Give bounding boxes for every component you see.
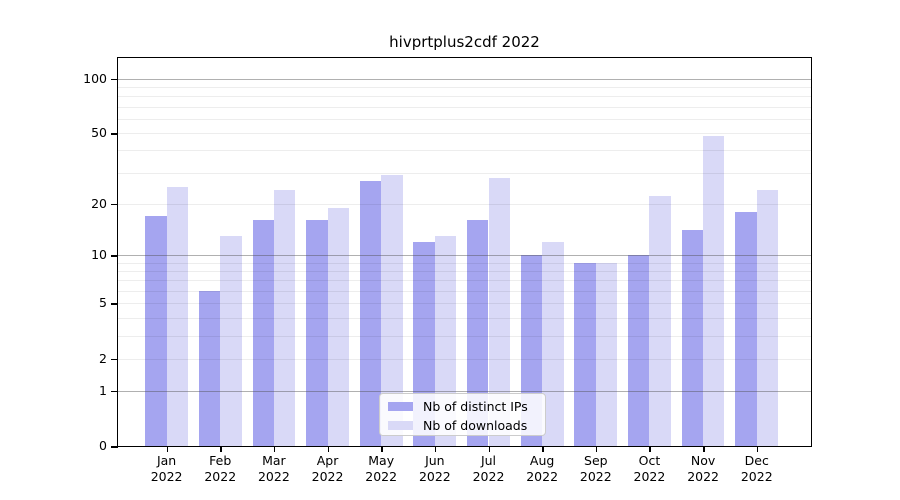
x-tick-sep xyxy=(595,446,598,452)
x-tick-label-sep: Sep 2022 xyxy=(579,453,612,484)
minor-gridline-7 xyxy=(118,280,811,282)
y-tick-label-0: 0 xyxy=(99,438,107,453)
minor-gridline-50 xyxy=(118,133,811,134)
x-tick-label-apr: Apr 2022 xyxy=(311,453,344,484)
minor-gridline-8 xyxy=(118,271,811,273)
minor-gridline-30 xyxy=(118,172,811,174)
legend: Nb of distinct IPs Nb of downloads xyxy=(379,393,546,436)
major-gridline-100 xyxy=(118,78,811,80)
x-tick-nov xyxy=(703,446,705,452)
minor-gridline-3 xyxy=(118,335,811,337)
bar-distinct-ips-apr xyxy=(306,220,328,446)
bar-downloads-mar xyxy=(273,189,296,446)
y-tick-label-100: 100 xyxy=(83,70,107,86)
distinct-ips-swatch xyxy=(388,402,413,411)
y-tick-label-20: 20 xyxy=(91,195,107,211)
gridlines-layer xyxy=(118,58,811,446)
bar-distinct-ips-feb xyxy=(198,291,221,446)
y-tick-20 xyxy=(111,203,118,206)
x-tick-label-mar: Mar 2022 xyxy=(257,453,290,484)
bar-distinct-ips-oct xyxy=(628,255,650,446)
minor-gridline-2 xyxy=(118,358,811,360)
x-tick-label-jun: Jun 2022 xyxy=(418,453,451,484)
bar-downloads-aug xyxy=(542,241,564,446)
x-tick-label-nov: Nov 2022 xyxy=(687,453,719,484)
x-tick-label-aug: Aug 2022 xyxy=(526,453,559,484)
bar-downloads-dec xyxy=(756,189,779,446)
minor-gridline-90 xyxy=(118,86,811,88)
minor-gridline-80 xyxy=(118,96,811,98)
major-gridline-1 xyxy=(118,390,811,392)
y-tick-5 xyxy=(111,303,118,305)
x-tick-may xyxy=(381,446,383,452)
y-tick-10 xyxy=(111,255,118,257)
bar-downloads-nov xyxy=(703,136,725,446)
chart-title: hivprtplus2cdf 2022 xyxy=(389,33,540,51)
bar-distinct-ips-may xyxy=(359,180,382,446)
minor-gridline-4 xyxy=(118,317,811,319)
bar-downloads-oct xyxy=(649,196,671,446)
minor-gridline-6 xyxy=(118,291,811,293)
x-tick-label-feb: Feb 2022 xyxy=(204,453,237,484)
bars-layer xyxy=(118,58,811,446)
y-tick-label-5: 5 xyxy=(99,295,107,311)
x-tick-label-oct: Oct 2022 xyxy=(633,453,666,484)
minor-gridline-5 xyxy=(118,303,811,305)
y-tick-100 xyxy=(111,78,118,81)
y-tick-0 xyxy=(111,446,118,448)
bar-downloads-may xyxy=(381,175,403,446)
legend-item-downloads: Nb of downloads xyxy=(388,416,545,435)
minor-gridline-40 xyxy=(118,150,811,152)
bar-distinct-ips-jul xyxy=(467,220,489,446)
y-tick-2 xyxy=(111,358,118,361)
x-tick-aug xyxy=(542,446,544,452)
bar-distinct-ips-dec xyxy=(735,211,757,446)
y-tick-label-2: 2 xyxy=(99,350,107,366)
bar-distinct-ips-jan xyxy=(145,215,167,446)
y-tick-label-50: 50 xyxy=(91,125,107,140)
minor-gridline-60 xyxy=(118,118,811,120)
x-tick-feb xyxy=(220,446,222,452)
minor-gridline-9 xyxy=(118,262,811,264)
downloads-swatch xyxy=(388,421,413,430)
x-tick-jan xyxy=(166,446,169,452)
plot-area xyxy=(117,57,812,447)
x-tick-label-may: May 2022 xyxy=(365,453,398,484)
minor-gridline-70 xyxy=(118,106,811,108)
y-tick-1 xyxy=(111,390,118,393)
x-tick-label-dec: Dec 2022 xyxy=(740,453,773,484)
bar-downloads-jul xyxy=(488,177,510,446)
minor-gridline-20 xyxy=(118,203,811,205)
x-tick-label-jul: Jul 2022 xyxy=(472,453,505,484)
x-tick-dec xyxy=(756,446,759,452)
bar-downloads-apr xyxy=(327,207,349,446)
y-tick-50 xyxy=(111,133,118,135)
x-tick-oct xyxy=(649,446,651,452)
bar-distinct-ips-mar xyxy=(252,220,274,446)
bar-distinct-ips-nov xyxy=(681,230,704,446)
legend-item-distinct-ips: Nb of distinct IPs xyxy=(388,397,545,416)
y-tick-label-10: 10 xyxy=(91,247,107,263)
major-gridline-10 xyxy=(118,255,811,257)
legend-label: Nb of distinct IPs xyxy=(423,399,528,414)
x-tick-apr xyxy=(327,446,330,452)
x-tick-jun xyxy=(434,446,437,452)
bar-distinct-ips-sep xyxy=(574,262,596,446)
x-tick-jul xyxy=(488,446,490,452)
x-tick-mar xyxy=(273,446,276,452)
y-tick-label-1: 1 xyxy=(99,382,107,398)
x-tick-label-jan: Jan 2022 xyxy=(150,453,183,484)
legend-label: Nb of downloads xyxy=(423,418,528,433)
bar-downloads-sep xyxy=(595,262,618,446)
bar-downloads-jan xyxy=(166,186,188,446)
bar-downloads-feb xyxy=(220,235,242,446)
